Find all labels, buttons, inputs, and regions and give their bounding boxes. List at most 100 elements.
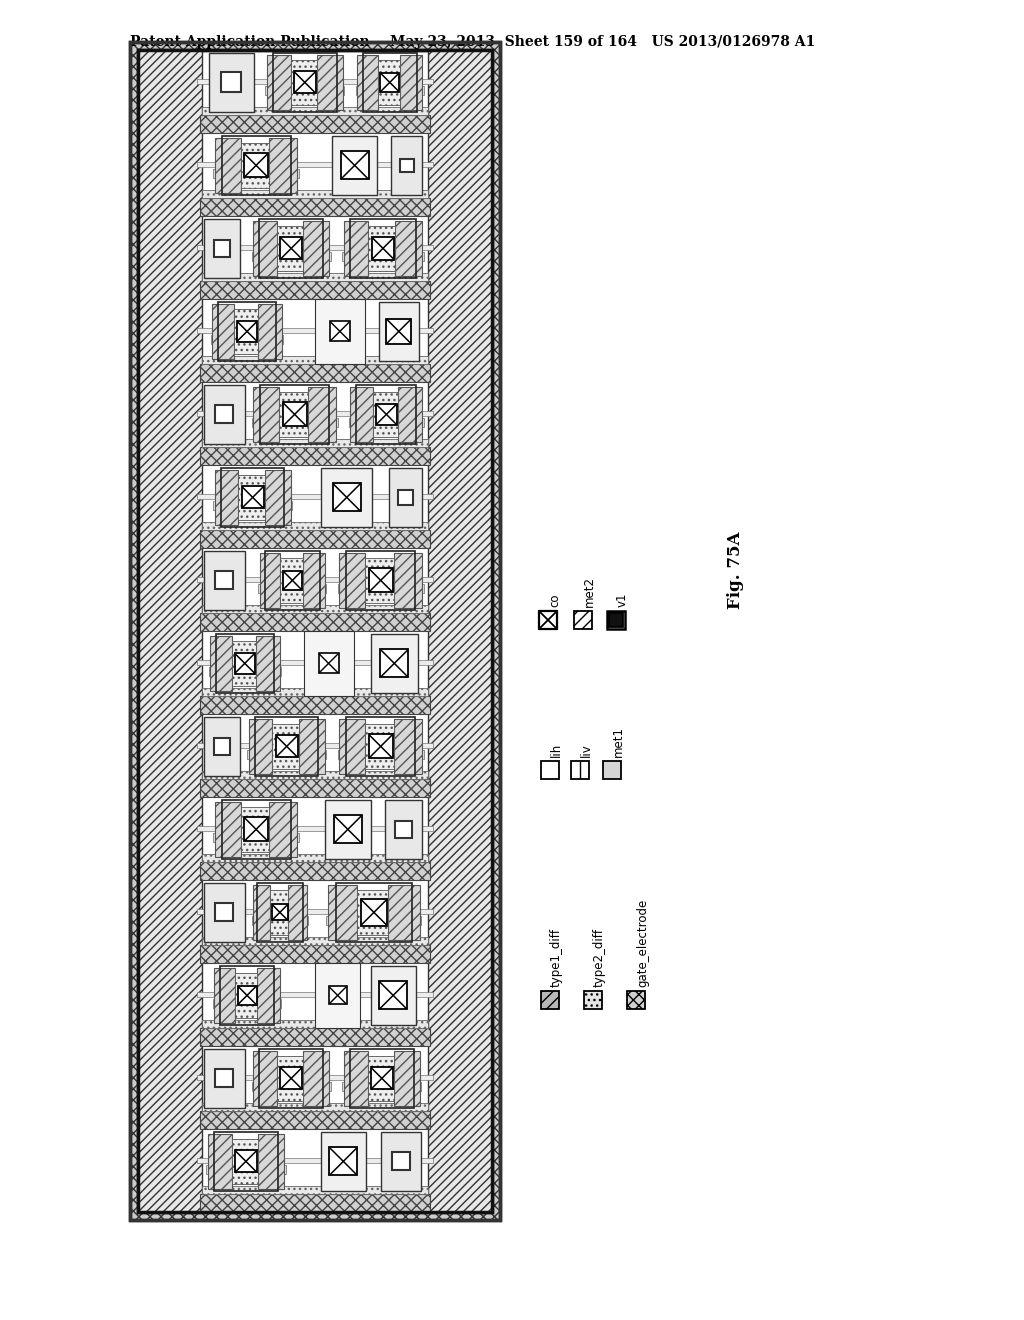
Bar xyxy=(249,718,272,774)
Bar xyxy=(350,387,373,442)
Bar xyxy=(200,281,430,300)
Bar xyxy=(273,53,337,111)
Text: May 23, 2013  Sheet 159 of 164   US 2013/0126978 A1: May 23, 2013 Sheet 159 of 164 US 2013/01… xyxy=(390,36,815,49)
Bar xyxy=(252,1081,331,1092)
Bar xyxy=(209,667,281,676)
Bar xyxy=(303,220,330,276)
Bar xyxy=(260,385,329,444)
Bar xyxy=(200,446,430,465)
Bar xyxy=(200,364,430,381)
Bar xyxy=(362,53,417,111)
Bar xyxy=(355,86,424,95)
Bar xyxy=(269,137,297,193)
Bar xyxy=(231,640,256,686)
Bar xyxy=(202,356,428,364)
Bar xyxy=(281,558,302,603)
Bar xyxy=(393,553,422,607)
Bar xyxy=(200,862,430,880)
Bar xyxy=(627,991,645,1008)
Bar xyxy=(373,392,397,437)
Text: Patent Application Publication: Patent Application Publication xyxy=(130,36,370,49)
Bar xyxy=(303,1051,330,1106)
Bar xyxy=(252,252,331,261)
Bar xyxy=(276,226,303,271)
Bar xyxy=(283,570,302,590)
Bar xyxy=(299,718,325,774)
Bar xyxy=(241,807,269,851)
Bar xyxy=(369,226,395,271)
Bar xyxy=(381,1133,422,1191)
Bar xyxy=(214,240,230,256)
Bar xyxy=(202,605,428,612)
Bar xyxy=(379,302,419,360)
Bar xyxy=(265,86,344,95)
Bar xyxy=(334,816,361,843)
Bar xyxy=(204,219,241,277)
Text: gate_electrode: gate_electrode xyxy=(636,899,649,987)
Bar xyxy=(371,1068,393,1089)
Bar xyxy=(200,696,430,714)
Bar xyxy=(200,1028,430,1045)
Text: co: co xyxy=(548,594,561,607)
Bar xyxy=(204,717,241,776)
Bar xyxy=(304,631,353,696)
Bar xyxy=(200,198,430,216)
Bar xyxy=(244,817,268,841)
Bar xyxy=(241,143,269,187)
Bar xyxy=(200,1110,430,1129)
Bar xyxy=(252,417,338,428)
Bar xyxy=(252,916,308,925)
Bar xyxy=(204,1049,245,1107)
Bar xyxy=(344,1051,368,1106)
Bar xyxy=(244,153,268,177)
Text: met1: met1 xyxy=(612,726,625,756)
Bar xyxy=(214,738,230,755)
Bar xyxy=(350,1049,414,1107)
Bar xyxy=(233,309,258,354)
Bar xyxy=(356,890,388,935)
Bar xyxy=(215,137,241,193)
Bar xyxy=(259,1049,323,1107)
Bar xyxy=(388,884,420,940)
Bar xyxy=(276,1056,303,1101)
Bar xyxy=(350,219,416,277)
Bar xyxy=(213,169,299,178)
Bar xyxy=(237,321,257,342)
Bar xyxy=(247,750,327,759)
Bar xyxy=(357,54,378,110)
Text: type1_diff: type1_diff xyxy=(550,928,563,987)
Bar xyxy=(197,660,433,665)
Text: Fig. 75A: Fig. 75A xyxy=(726,531,743,609)
Bar xyxy=(200,945,430,964)
Bar xyxy=(346,552,415,610)
Bar xyxy=(204,385,245,444)
Bar xyxy=(200,779,430,797)
Bar xyxy=(202,1104,428,1110)
Bar xyxy=(202,273,428,281)
Bar xyxy=(326,800,371,858)
Bar xyxy=(321,1133,366,1191)
Bar xyxy=(197,577,433,582)
Bar xyxy=(332,136,377,194)
Bar xyxy=(221,469,285,527)
Bar xyxy=(379,981,408,1010)
Bar xyxy=(571,762,589,779)
Bar xyxy=(130,42,500,1220)
Bar xyxy=(204,552,245,610)
Bar xyxy=(360,899,387,925)
Bar xyxy=(392,1152,411,1171)
Bar xyxy=(272,904,288,920)
Bar xyxy=(238,986,257,1005)
Bar xyxy=(428,50,492,1212)
Bar xyxy=(202,771,428,779)
Bar xyxy=(197,162,433,168)
Bar xyxy=(234,973,257,1018)
Bar xyxy=(258,583,327,593)
Bar xyxy=(197,412,433,416)
Bar xyxy=(291,59,316,106)
Bar xyxy=(214,968,234,1023)
Bar xyxy=(257,968,280,1023)
Bar xyxy=(307,387,336,442)
Bar xyxy=(400,158,414,172)
Bar xyxy=(202,440,428,446)
